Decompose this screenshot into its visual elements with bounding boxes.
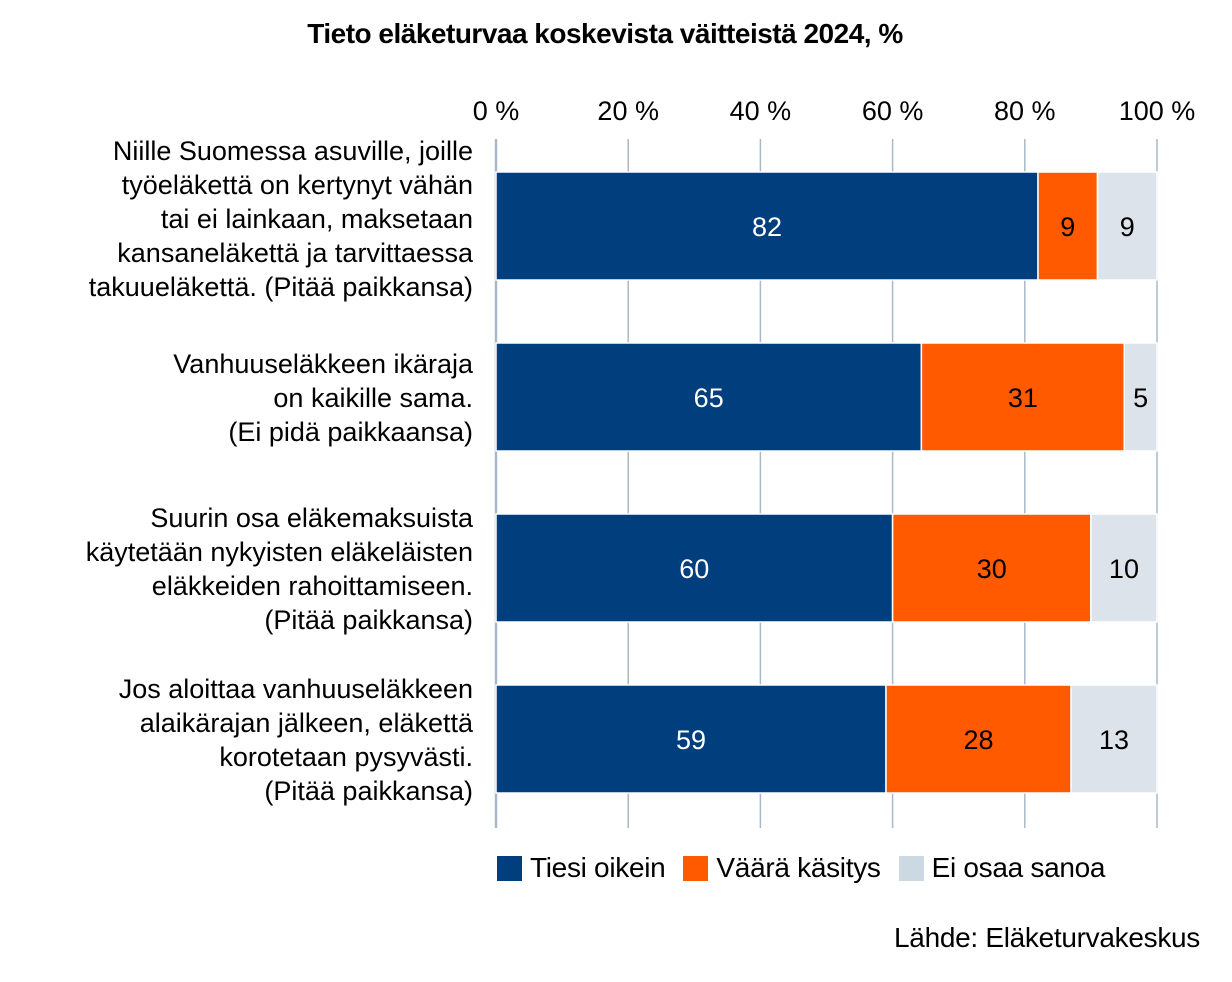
data-label: 59 xyxy=(676,725,706,755)
data-label: 65 xyxy=(694,383,724,413)
bar-segment-v-r-k-sitys xyxy=(891,513,1092,623)
legend: Tiesi oikein Väärä käsitys Ei osaa sanoa xyxy=(497,852,1123,884)
data-label: 30 xyxy=(977,554,1007,584)
data-label: 60 xyxy=(679,554,709,584)
legend-item-ei-osaa-sanoa: Ei osaa sanoa xyxy=(898,852,1106,884)
legend-label: Ei osaa sanoa xyxy=(931,852,1106,883)
category-label-line: (Ei pidä paikkaansa) xyxy=(228,417,473,447)
bars xyxy=(495,171,1158,794)
data-label: 13 xyxy=(1099,725,1129,755)
category-label: Suurin osa eläkemaksuista käytetään nykyi… xyxy=(86,503,474,635)
category-label-line: (Pitää paikkansa) xyxy=(264,776,473,806)
category-label-line: tai ei lainkaan, maksetaan xyxy=(161,204,473,234)
data-label: 10 xyxy=(1109,554,1139,584)
category-label-line: Jos aloittaa vanhuuseläkkeen xyxy=(119,674,473,704)
category-label-line: korotetaan pysyvästi. xyxy=(219,742,473,772)
category-label-line: kansaneläkettä ja tarvittaessa xyxy=(117,238,474,268)
legend-label: Väärä käsitys xyxy=(716,852,881,883)
legend-item-tiesi-oikein: Tiesi oikein xyxy=(497,852,666,884)
legend-swatch xyxy=(497,855,522,881)
category-label: Jos aloittaa vanhuuseläkkeen alaikärajan … xyxy=(119,674,474,806)
category-label-line: on kaikille sama. xyxy=(273,383,473,413)
category-labels: Niille Suomessa asuville, joille työeläke… xyxy=(86,136,474,806)
chart-title: Tieto eläketurvaa koskevista väitteistä … xyxy=(307,18,903,49)
bar-segment-tiesi-oikein xyxy=(495,513,894,623)
category-label: Niille Suomessa asuville, joille työeläke… xyxy=(89,136,474,302)
x-tick-label: 40 % xyxy=(730,96,792,126)
legend-swatch xyxy=(898,855,924,881)
bar-segment-v-r-k-sitys xyxy=(1037,171,1099,281)
category-label-line: käytetään nykyisten eläkeläisten xyxy=(86,537,473,567)
data-label: 31 xyxy=(1008,383,1038,413)
legend-swatch xyxy=(683,855,709,881)
bar-segment-ei-osaa-sanoa xyxy=(1070,684,1158,794)
category-label-line: työeläkettä on kertynyt vähän xyxy=(122,170,473,200)
category-label-line: (Pitää paikkansa) xyxy=(264,605,473,635)
category-label-line: alaikärajan jälkeen, eläkettä xyxy=(140,708,474,738)
category-label: Vanhuuseläkkeen ikäraja on kaikille sama.… xyxy=(173,349,474,447)
bar-segment-ei-osaa-sanoa xyxy=(1090,513,1158,623)
bar-segment-ei-osaa-sanoa xyxy=(1096,171,1158,281)
bar-segment-tiesi-oikein xyxy=(495,342,923,452)
bar-segment-tiesi-oikein xyxy=(495,684,887,794)
category-label-line: takuueläkettä. (Pitää paikkansa) xyxy=(89,272,473,302)
data-label: 9 xyxy=(1060,212,1075,242)
category-label-line: Vanhuuseläkkeen ikäraja xyxy=(173,349,474,379)
category-label-line: Suurin osa eläkemaksuista xyxy=(150,503,474,533)
x-tick-label: 60 % xyxy=(862,96,924,126)
x-axis-ticks: 0 % 20 % 40 % 60 % 80 % 100 % xyxy=(473,96,1196,126)
x-tick-label: 0 % xyxy=(473,96,520,126)
category-label-line: Niille Suomessa asuville, joille xyxy=(113,136,473,166)
x-tick-label: 80 % xyxy=(994,96,1056,126)
legend-item-vaara-kasitys: Väärä käsitys xyxy=(683,852,881,884)
data-label: 28 xyxy=(964,725,994,755)
legend-label: Tiesi oikein xyxy=(530,852,666,883)
bar-segment-ei-osaa-sanoa xyxy=(1123,342,1158,452)
data-label: 5 xyxy=(1133,383,1148,413)
bar-segment-v-r-k-sitys xyxy=(920,342,1126,452)
category-label-line: eläkkeiden rahoittamiseen. xyxy=(152,571,473,601)
bar-segment-v-r-k-sitys xyxy=(885,684,1072,794)
source-note: Lähde: Eläketurvakeskus xyxy=(894,922,1200,953)
data-label: 82 xyxy=(752,212,782,242)
x-tick-label: 100 % xyxy=(1119,96,1196,126)
data-label: 9 xyxy=(1120,212,1135,242)
x-tick-label: 20 % xyxy=(597,96,659,126)
